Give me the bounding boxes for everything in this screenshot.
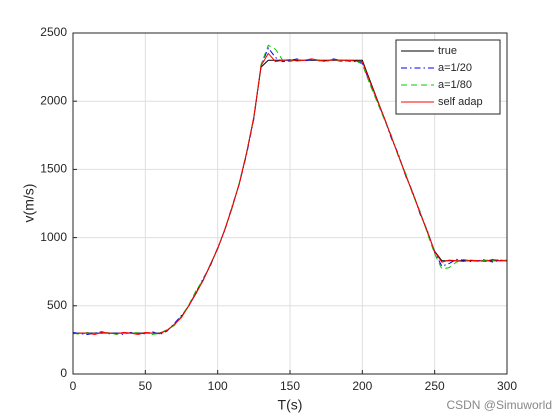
y-tick-label: 1500 xyxy=(40,162,67,176)
x-axis-label: T(s) xyxy=(278,397,303,413)
legend-label: a=1/20 xyxy=(438,62,472,74)
series-line xyxy=(72,44,508,335)
watermark: CSDN @Simuworld xyxy=(446,398,552,412)
x-tick-label: 250 xyxy=(425,379,445,393)
y-tick-label: 1000 xyxy=(40,230,67,244)
series-line xyxy=(72,52,508,335)
y-tick-label: 2500 xyxy=(40,25,67,39)
x-tick-label: 150 xyxy=(280,379,300,393)
legend-label: self adap xyxy=(438,96,483,108)
y-axis-label: v(m/s) xyxy=(21,184,37,223)
legend-box xyxy=(395,39,501,115)
y-tick-label: 0 xyxy=(60,366,67,380)
plot-frame xyxy=(72,32,508,375)
x-tick-label: 100 xyxy=(208,379,228,393)
x-tick-label: 0 xyxy=(70,379,77,393)
x-tick-label: 50 xyxy=(139,379,153,393)
legend-label: a=1/80 xyxy=(438,79,472,91)
y-tick-label: 500 xyxy=(47,298,67,312)
legend: true a=1/20 a=1/80 self adap xyxy=(395,39,501,115)
x-tick-label: 300 xyxy=(497,379,517,393)
y-tick-label: 2000 xyxy=(40,93,67,107)
legend-label: true xyxy=(438,45,457,57)
x-tick-label: 200 xyxy=(352,379,372,393)
